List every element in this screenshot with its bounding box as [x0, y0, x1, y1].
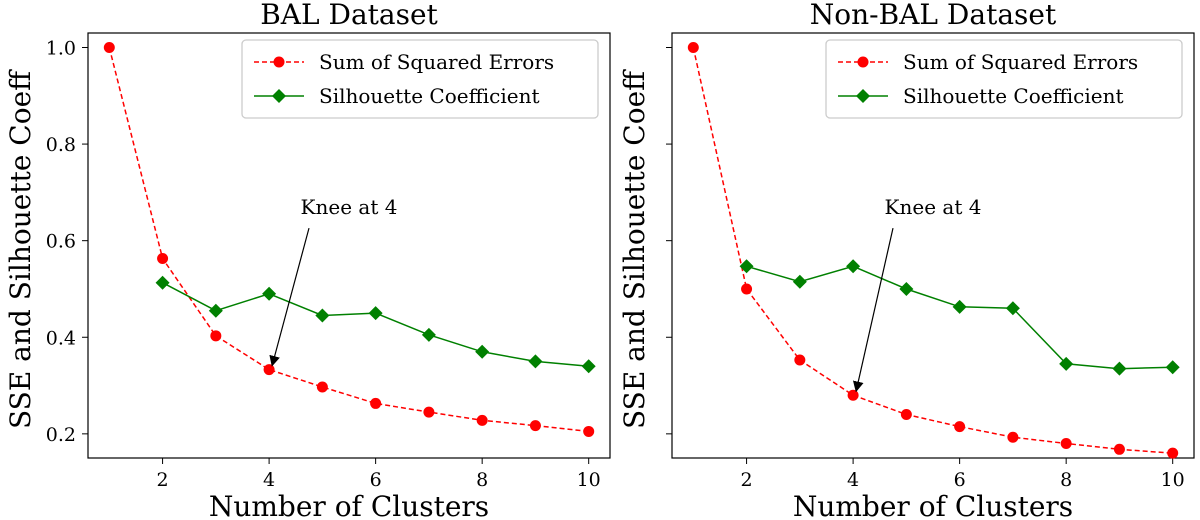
silhouette-point	[792, 274, 807, 289]
sse-point	[263, 364, 275, 376]
silhouette-point	[899, 281, 914, 296]
silhouette-point	[952, 299, 967, 314]
sse-point	[1167, 447, 1179, 459]
knee-arrow	[269, 227, 310, 367]
knee-arrow	[852, 227, 894, 393]
x-tick-label: 10	[577, 469, 601, 491]
y-tick-label: 0.6	[46, 231, 76, 253]
silhouette-series-line	[162, 282, 589, 367]
silhouette-point	[315, 308, 330, 323]
legend-sse-label: Sum of Squared Errors	[903, 50, 1138, 74]
knee-annotation: Knee at 4	[301, 195, 398, 219]
silhouette-point	[739, 259, 754, 274]
silhouette-point	[208, 303, 223, 318]
legend-sse-marker	[273, 56, 285, 68]
y-axis-label: SSE and Silhouette Coeff	[618, 69, 651, 429]
x-tick-label: 8	[1060, 469, 1072, 491]
x-tick-label: 4	[847, 469, 859, 491]
axes-frame	[671, 32, 1195, 459]
legend-box	[825, 39, 1183, 119]
legend-silhouette-label: Silhouette Coefficient	[319, 84, 540, 108]
sse-point	[316, 381, 328, 393]
legend-silhouette-marker	[856, 89, 870, 103]
silhouette-series-line	[746, 265, 1173, 370]
sse-point	[847, 389, 859, 401]
x-tick-label: 4	[263, 469, 275, 491]
sse-point	[687, 41, 699, 53]
sse-point	[370, 397, 382, 409]
chart-title: Non-BAL Dataset	[810, 0, 1057, 31]
chart-title: BAL Dataset	[260, 0, 438, 31]
sse-point	[1007, 431, 1019, 443]
legend-silhouette-marker	[272, 89, 286, 103]
legend-silhouette-label: Silhouette Coefficient	[903, 84, 1124, 108]
panel-non-bal: Non-BAL Dataset SSE and Silhouette Coeff…	[618, 0, 1195, 520]
silhouette-point	[1165, 360, 1180, 375]
plot-area-bal: 2 4 6 8 10 0.2 0.4 0.6 0.8 1.0 Knee at 4	[46, 32, 611, 491]
x-tick-label: 2	[157, 469, 169, 491]
sse-point	[900, 409, 912, 421]
x-tick-label: 6	[370, 469, 382, 491]
silhouette-point	[1112, 361, 1127, 376]
sse-point	[1113, 443, 1125, 455]
sse-point	[157, 253, 169, 265]
sse-point	[103, 41, 115, 53]
silhouette-point	[262, 286, 277, 301]
legend-box	[241, 39, 599, 119]
x-axis-label: Number of Clusters	[209, 490, 489, 520]
legend-non-bal: Sum of Squared Errors Silhouette Coeffic…	[825, 39, 1183, 119]
sse-point	[794, 354, 806, 366]
legend-sse-marker	[857, 56, 869, 68]
silhouette-point	[581, 359, 596, 374]
sse-point	[1060, 438, 1072, 450]
y-tick-label: 0.8	[46, 134, 76, 156]
sse-series-line	[692, 47, 1173, 454]
sse-point	[423, 406, 435, 418]
x-tick-label: 6	[954, 469, 966, 491]
silhouette-point	[421, 327, 436, 342]
x-axis-label: Number of Clusters	[793, 490, 1073, 520]
x-tick-label: 2	[741, 469, 753, 491]
sse-point	[583, 425, 595, 437]
plot-area-non-bal: 2 4 6 8 10 Knee at 4	[666, 32, 1195, 491]
x-tick-label: 10	[1161, 469, 1185, 491]
silhouette-point	[368, 306, 383, 321]
sse-point	[210, 330, 222, 342]
sse-point	[954, 421, 966, 433]
silhouette-point	[846, 259, 861, 274]
y-tick-label: 1.0	[46, 37, 76, 59]
panel-bal: BAL Dataset SSE and Silhouette Coeff Num…	[4, 0, 611, 520]
sse-point	[529, 420, 541, 432]
knee-annotation: Knee at 4	[885, 195, 982, 219]
legend-sse-label: Sum of Squared Errors	[319, 50, 554, 74]
sse-point	[741, 283, 753, 295]
y-tick-label: 0.2	[46, 424, 76, 446]
x-tick-label: 8	[476, 469, 488, 491]
y-tick-label: 0.4	[46, 327, 76, 349]
legend-bal: Sum of Squared Errors Silhouette Coeffic…	[241, 39, 599, 119]
silhouette-point	[528, 354, 543, 369]
silhouette-point	[475, 344, 490, 359]
silhouette-point	[1005, 301, 1020, 316]
silhouette-point	[1059, 356, 1074, 371]
sse-point	[476, 414, 488, 426]
axes-frame	[87, 32, 611, 459]
silhouette-point	[155, 275, 170, 290]
y-axis-label: SSE and Silhouette Coeff	[4, 69, 37, 429]
